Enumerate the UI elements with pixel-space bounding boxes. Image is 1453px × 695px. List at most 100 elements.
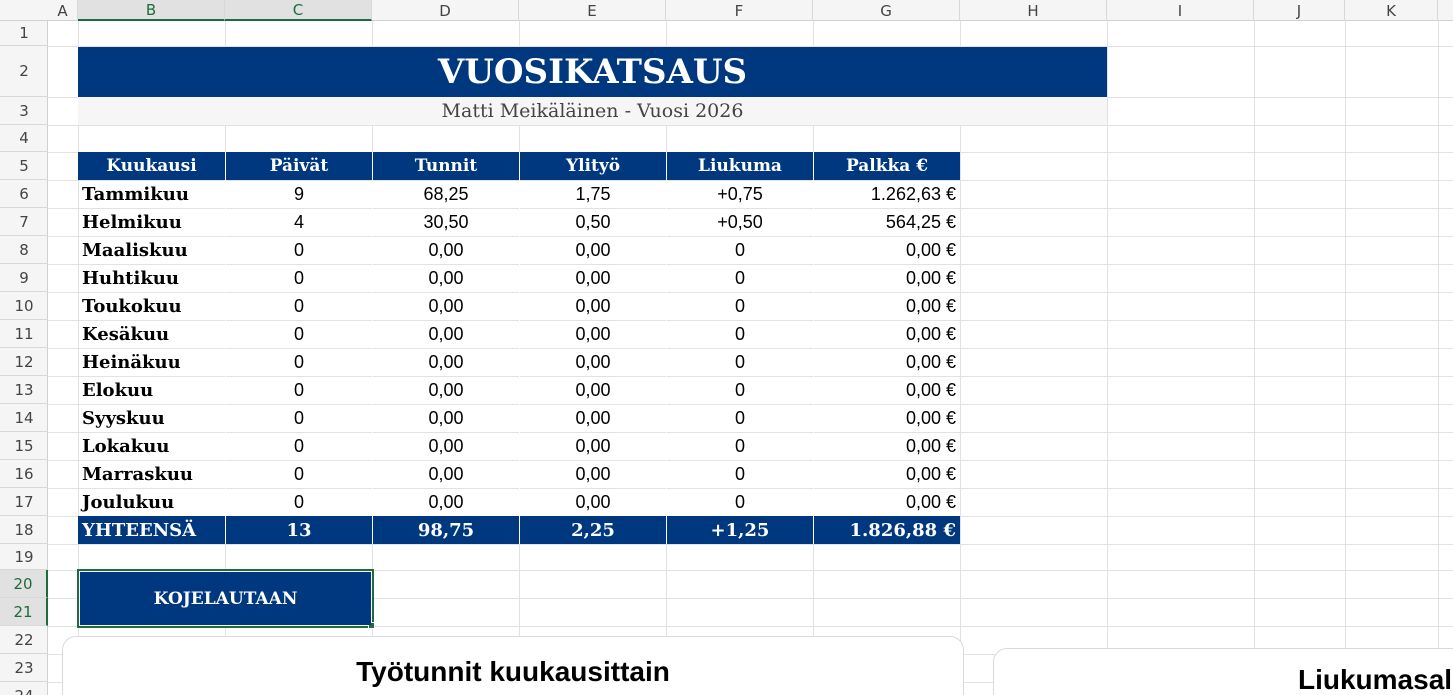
table-cell: 0 [225, 236, 372, 264]
table-cell: 0 [225, 460, 372, 488]
grid-line [48, 432, 1453, 433]
table-cell: 1,75 [519, 180, 666, 208]
row-header: 11 [0, 320, 48, 348]
table-cell: 0,00 [519, 264, 666, 292]
column-header: G [813, 0, 960, 21]
column-header: K [1345, 0, 1438, 21]
row-header: 19 [0, 544, 48, 570]
column-header: F [666, 0, 813, 21]
table-cell: 0 [225, 488, 372, 516]
table-cell: 0,00 [372, 292, 519, 320]
table-cell: 0,00 € [813, 348, 960, 376]
row-header: 21 [0, 598, 48, 626]
dashboard-button[interactable]: KOJELAUTAAN [80, 572, 371, 625]
table-cell: 0,00 [372, 348, 519, 376]
column-header: H [960, 0, 1107, 21]
grid-line [48, 46, 1453, 47]
row-header: 23 [0, 654, 48, 682]
table-cell: 0,50 [519, 208, 666, 236]
table-cell: 0,00 [372, 432, 519, 460]
table-cell: 0,00 € [813, 460, 960, 488]
row-header: 8 [0, 236, 48, 264]
table-header-cell: Kuukausi [78, 152, 225, 180]
chart-card [993, 648, 1453, 695]
table-cell: 0 [666, 460, 813, 488]
table-cell: 0 [225, 348, 372, 376]
column-header: A [48, 0, 78, 21]
grid-line [48, 236, 1453, 237]
table-cell: 0,00 € [813, 404, 960, 432]
table-cell: Toukokuu [82, 295, 182, 317]
row-header: 14 [0, 404, 48, 432]
table-cell: Tammikuu [82, 183, 189, 205]
table-cell: 0 [666, 292, 813, 320]
grid-line [48, 544, 1453, 545]
table-cell: 0,00 [519, 292, 666, 320]
table-cell: 0,00 [372, 236, 519, 264]
table-cell: 0,00 [519, 432, 666, 460]
grid-line [1254, 21, 1255, 695]
table-cell: Huhtikuu [82, 267, 179, 289]
table-cell: 0,00 [519, 460, 666, 488]
row-header: 10 [0, 292, 48, 320]
table-cell: 0 [666, 348, 813, 376]
grid-line [48, 460, 1453, 461]
column-header: J [1254, 0, 1345, 21]
row-header: 7 [0, 208, 48, 236]
row-header: 18 [0, 516, 48, 544]
row-header: 1 [0, 21, 48, 46]
row-header: 17 [0, 488, 48, 516]
row-header: 5 [0, 152, 48, 180]
column-header: I [1107, 0, 1254, 21]
grid-line [48, 376, 1453, 377]
table-cell: 0 [666, 488, 813, 516]
table-cell: 0,00 [519, 376, 666, 404]
table-cell: 68,25 [372, 180, 519, 208]
table-cell: 0 [225, 292, 372, 320]
table-cell: 0 [225, 432, 372, 460]
row-header: 4 [0, 125, 48, 152]
total-cell: 98,75 [372, 516, 519, 544]
table-cell: 0 [666, 264, 813, 292]
table-cell: 0,00 [372, 320, 519, 348]
grid-line [78, 21, 79, 695]
table-cell: Helmikuu [82, 211, 182, 233]
table-cell: Marraskuu [82, 463, 193, 485]
chart-title: Liukumasal [1298, 664, 1453, 695]
row-header: 24 [0, 682, 48, 695]
row-header: 9 [0, 264, 48, 292]
report-title: VUOSIKATSAUS [78, 47, 1107, 97]
table-cell: +0,75 [666, 180, 813, 208]
grid-line [48, 125, 1453, 126]
table-cell: 0,00 € [813, 432, 960, 460]
table-cell: 0 [225, 404, 372, 432]
grid-line [48, 208, 1453, 209]
row-header: 20 [0, 570, 48, 598]
table-header-cell: Ylityö [519, 152, 666, 180]
row-header: 3 [0, 97, 48, 125]
grid-line [48, 598, 1453, 599]
selection-handle [368, 622, 375, 629]
table-cell: 0,00 [372, 376, 519, 404]
table-cell: 0,00 € [813, 488, 960, 516]
table-cell: 0 [225, 376, 372, 404]
table-cell: 9 [225, 180, 372, 208]
table-cell: 30,50 [372, 208, 519, 236]
table-cell: 0 [666, 404, 813, 432]
grid-line [48, 180, 1453, 181]
row-header: 15 [0, 432, 48, 460]
grid-line [48, 320, 1453, 321]
row-header: 2 [0, 46, 48, 97]
row-header: 13 [0, 376, 48, 404]
table-cell: Elokuu [82, 379, 154, 401]
table-cell: 0,00 [372, 264, 519, 292]
row-header: 12 [0, 348, 48, 376]
table-cell: 0,00 € [813, 376, 960, 404]
row-header: 6 [0, 180, 48, 208]
table-cell: 0,00 [372, 488, 519, 516]
table-cell: 0 [225, 264, 372, 292]
grid-line [1438, 21, 1439, 695]
table-cell: 0 [666, 236, 813, 264]
table-cell: 0,00 [519, 348, 666, 376]
